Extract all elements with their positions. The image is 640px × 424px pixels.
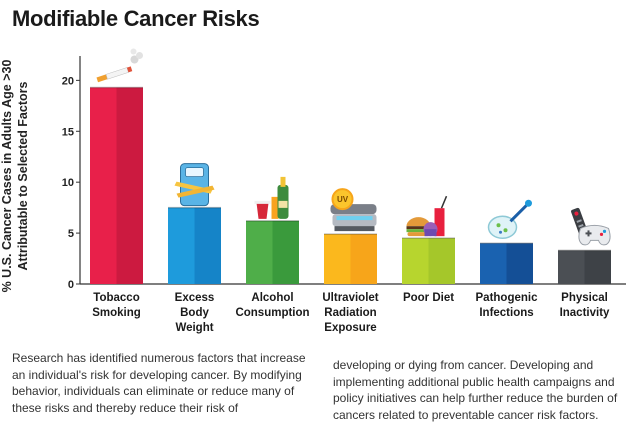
y-tick-label: 15 <box>62 126 74 138</box>
category-label: Ultraviolet Radiation Exposure <box>322 292 379 334</box>
alcohol-icon <box>254 176 289 219</box>
bar-2-right <box>194 207 221 284</box>
bar-7-left <box>558 250 585 284</box>
bar-3-left <box>246 220 273 284</box>
svg-text:UV: UV <box>337 195 349 204</box>
category-label: Poor Diet <box>402 292 455 304</box>
cigarette-icon <box>96 48 143 83</box>
bar-3-right <box>272 220 299 284</box>
bar-6-left <box>480 243 507 284</box>
y-tick-label: 0 <box>68 279 74 291</box>
bar-1-right <box>116 87 143 284</box>
bar-5-right <box>428 238 455 284</box>
petri-dish-icon <box>487 199 532 240</box>
tanning-bed-icon: UV <box>330 188 377 232</box>
category-label: Excess Body Weight <box>174 292 215 334</box>
category-label: Alcohol Consumption <box>235 292 310 319</box>
bar-2-left <box>168 207 195 284</box>
bar-5-left <box>402 238 429 284</box>
y-tick-label: 5 <box>68 228 74 240</box>
bar-7-right <box>584 250 611 284</box>
bar-4-left <box>324 234 351 284</box>
category-label: Tobacco Smoking <box>92 292 141 319</box>
category-label: Pathogenic Infections <box>475 292 538 319</box>
bar-1-left <box>90 87 117 284</box>
page-title: Modifiable Cancer Risks <box>12 6 260 31</box>
category-label: Physical Inactivity <box>559 292 610 319</box>
remote-gamepad-icon <box>571 207 611 246</box>
junk-food-icon <box>406 195 448 237</box>
bar-6-right <box>506 243 533 284</box>
footer-paragraph-2: developing or dying from cancer. Develop… <box>333 358 618 422</box>
bar-4-right <box>350 234 377 284</box>
footer-paragraph-1: Research has identified numerous factors… <box>12 351 306 415</box>
y-tick-label: 20 <box>62 75 74 87</box>
y-tick-label: 10 <box>62 177 74 189</box>
scale-icon <box>174 163 215 207</box>
